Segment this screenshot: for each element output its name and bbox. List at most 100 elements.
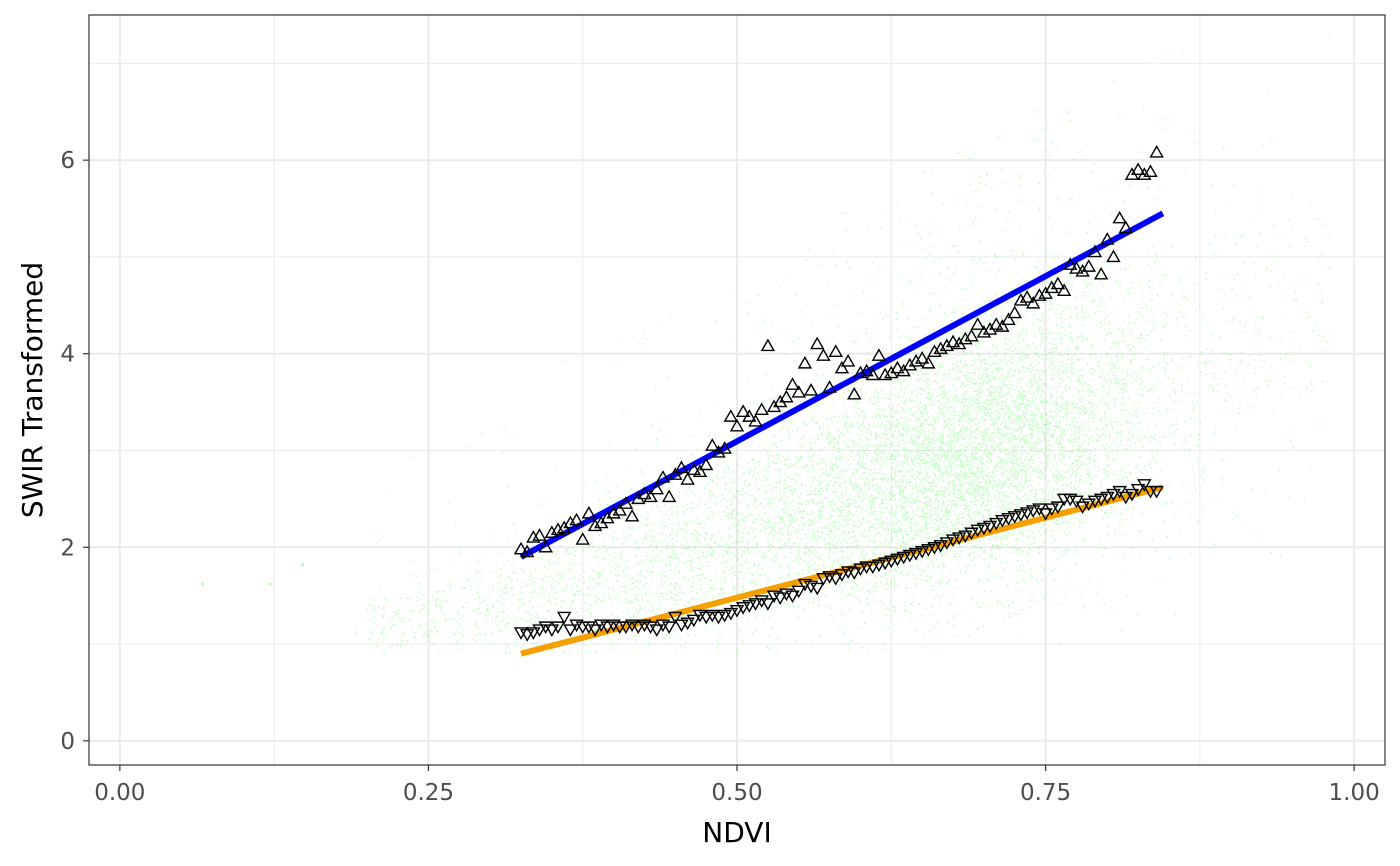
- upper-triangle-marker: [532, 528, 547, 541]
- upper-triangle-marker: [711, 445, 726, 458]
- lower-triangle-marker: [779, 588, 794, 602]
- upper-triangle-marker: [735, 404, 751, 417]
- upper-triangle-marker: [698, 457, 714, 471]
- upper-triangle-marker: [748, 414, 763, 427]
- upper-triangle-marker: [1007, 305, 1022, 319]
- lower-triangle-marker: [810, 582, 825, 596]
- upper-triangle-marker: [550, 522, 566, 536]
- upper-triangle-marker: [1118, 220, 1134, 234]
- x-tick-label: 0.25: [403, 780, 454, 806]
- upper-triangle-marker: [976, 325, 992, 338]
- upper-triangle-marker: [871, 348, 887, 361]
- upper-triangle-marker: [995, 319, 1010, 332]
- upper-triangle-marker: [1063, 257, 1078, 270]
- lower-triangle-marker: [569, 619, 584, 633]
- lower-triangle-marker: [1050, 501, 1066, 515]
- lower-triangle-marker: [686, 614, 702, 628]
- upper-triangle-marker: [1026, 295, 1041, 309]
- upper-triangle-marker: [668, 467, 683, 480]
- upper-triangle-marker: [637, 486, 652, 500]
- y-tick-label: 2: [60, 535, 75, 561]
- upper-triangle-marker: [908, 354, 924, 367]
- upper-triangle-marker: [618, 496, 634, 509]
- upper-triangle-marker: [1081, 259, 1096, 272]
- lower-triangle-marker: [649, 624, 664, 637]
- upper-triangle-marker: [513, 541, 529, 555]
- upper-triangle-marker: [587, 518, 603, 532]
- lower-triangle-marker: [964, 527, 979, 541]
- upper-triangle-marker: [865, 367, 880, 381]
- lower-triangle-marker: [754, 595, 769, 608]
- upper-triangle-marker: [822, 380, 837, 393]
- lower-triangle-marker: [661, 621, 677, 635]
- lower-triangle-marker: [643, 621, 658, 635]
- upper-triangle-marker: [563, 515, 578, 529]
- lower-triangle-marker: [1093, 493, 1109, 507]
- lower-triangle-marker: [538, 621, 553, 635]
- lower-triangle-marker: [680, 617, 695, 631]
- upper-triangle-marker: [760, 338, 776, 352]
- lower-triangle-marker: [1130, 483, 1146, 497]
- lower-triangle-marker: [711, 611, 726, 625]
- lower-triangle-marker: [587, 624, 603, 637]
- scatter-point: [301, 563, 304, 566]
- lower-triangle-marker: [556, 611, 572, 625]
- lower-triangle-marker: [877, 557, 893, 571]
- upper-triangle-marker: [680, 472, 695, 485]
- upper-triangle-marker: [921, 355, 936, 369]
- lower-triangle-marker: [532, 624, 547, 637]
- lower-triangle-marker: [1063, 493, 1078, 507]
- lower-triangle-marker: [624, 619, 640, 633]
- upper-triangle-marker: [1056, 283, 1072, 297]
- upper-triangle-marker: [1032, 288, 1047, 301]
- upper-triangle-marker: [939, 338, 955, 352]
- scatter-point: [269, 582, 272, 586]
- lower-triangle-marker: [550, 621, 566, 635]
- lower-triangle-marker: [606, 619, 621, 633]
- lower-triangle-marker: [797, 578, 813, 592]
- lower-triangle-marker: [519, 629, 535, 642]
- upper-triangle-marker: [1093, 266, 1109, 280]
- lower-triangle-marker: [748, 598, 763, 611]
- lower-triangle-marker: [816, 573, 831, 586]
- upper-triangle-marker: [853, 365, 868, 379]
- upper-triangle-marker: [1100, 232, 1115, 245]
- upper-triangle-marker: [655, 470, 671, 483]
- upper-triangle-marker: [797, 355, 813, 369]
- upper-triangle-marker: [674, 460, 689, 474]
- upper-triangle-marker: [1019, 290, 1035, 303]
- upper-triangle-marker: [1130, 162, 1146, 176]
- lower-triangle-marker: [1044, 503, 1059, 516]
- upper-triangle-marker: [964, 328, 979, 342]
- upper-triangle-marker: [933, 341, 948, 355]
- lower-triangle-marker: [865, 561, 880, 575]
- lower-triangle-marker: [581, 621, 597, 635]
- upper-triangle-marker: [717, 441, 732, 454]
- lower-triangle-marker: [822, 571, 837, 584]
- lower-triangle-marker: [1137, 479, 1152, 492]
- upper-triangle-marker: [692, 464, 708, 477]
- lower-triangle-marker: [902, 549, 918, 563]
- upper-triangle-marker: [575, 532, 590, 545]
- upper-triangle-marker: [729, 418, 745, 432]
- lower-triangle-marker: [1001, 513, 1016, 526]
- lower-triangle-marker: [945, 534, 961, 547]
- lower-triangle-marker: [594, 619, 609, 633]
- lower-triangle-marker: [1007, 511, 1022, 524]
- lower-triangle-marker: [933, 540, 948, 553]
- lower-triangle-marker: [526, 627, 541, 640]
- scatter-points: [354, 36, 1331, 656]
- upper-triangle-marker: [643, 489, 658, 503]
- lower-triangle-marker: [1026, 505, 1041, 518]
- upper-triangle-marker: [810, 336, 825, 350]
- upper-triangle-marker: [612, 503, 627, 516]
- upper-triangle-marker: [519, 544, 535, 558]
- x-tick-label: 1.00: [1329, 780, 1380, 806]
- x-tick-label: 0.00: [94, 780, 145, 806]
- upper-triangle-marker: [902, 357, 918, 371]
- upper-triangle-marker: [723, 409, 739, 422]
- x-tick-label: 0.50: [711, 780, 762, 806]
- upper-triangle-marker: [754, 402, 769, 416]
- lower-triangle-marker: [717, 609, 732, 623]
